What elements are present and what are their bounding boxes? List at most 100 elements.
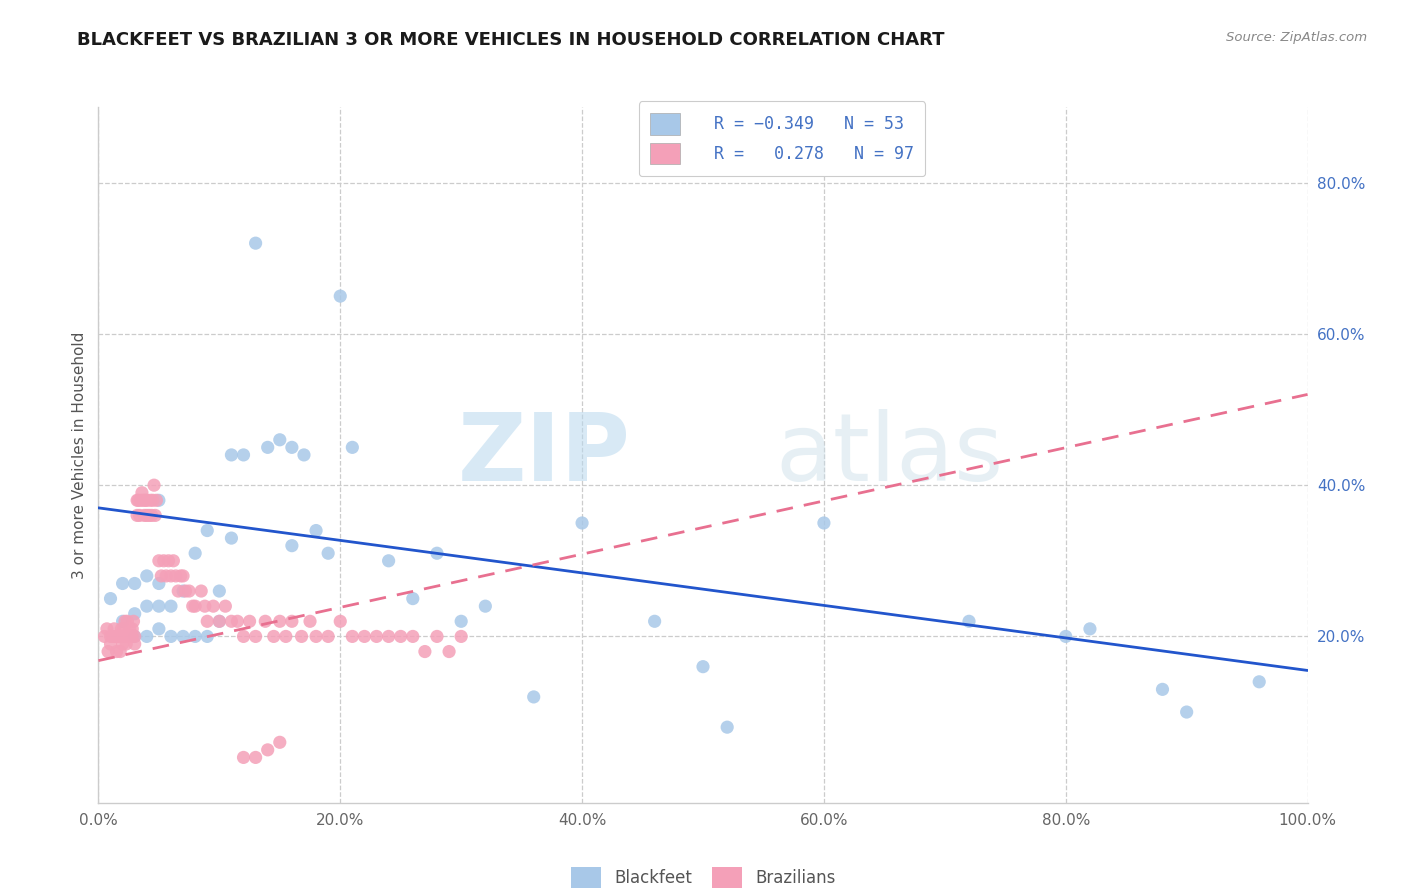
Point xyxy=(110,622,132,636)
Point xyxy=(124,637,146,651)
Point xyxy=(135,508,157,523)
Point xyxy=(269,615,291,629)
Point xyxy=(115,637,138,651)
Point xyxy=(644,615,666,629)
Point xyxy=(292,448,315,462)
Point xyxy=(523,690,546,704)
Point xyxy=(105,644,128,658)
Point xyxy=(103,622,125,636)
Point xyxy=(138,508,160,523)
Point xyxy=(118,622,141,636)
Point xyxy=(97,644,120,658)
Point xyxy=(148,622,170,636)
Point xyxy=(208,615,231,629)
Point xyxy=(1249,674,1271,689)
Point xyxy=(150,569,173,583)
Point xyxy=(389,629,412,643)
Point xyxy=(117,615,139,629)
Point xyxy=(120,629,142,643)
Point xyxy=(100,629,122,643)
Point xyxy=(184,599,207,614)
Point xyxy=(122,615,145,629)
Point xyxy=(105,629,128,643)
Point xyxy=(172,629,194,643)
Point xyxy=(342,441,364,455)
Point xyxy=(571,516,593,530)
Point xyxy=(256,441,278,455)
Point xyxy=(160,599,183,614)
Point xyxy=(208,584,231,599)
Point xyxy=(128,508,150,523)
Point xyxy=(426,629,449,643)
Point xyxy=(274,629,297,643)
Point xyxy=(155,569,177,583)
Point xyxy=(1152,682,1174,697)
Point xyxy=(160,629,183,643)
Point xyxy=(142,493,165,508)
Point xyxy=(232,750,254,764)
Point xyxy=(474,599,496,614)
Point xyxy=(121,622,143,636)
Point xyxy=(290,629,312,643)
Point xyxy=(141,508,163,523)
Point xyxy=(129,493,152,508)
Point xyxy=(450,615,472,629)
Point xyxy=(111,615,134,629)
Point xyxy=(139,493,162,508)
Text: atlas: atlas xyxy=(776,409,1004,501)
Point xyxy=(692,659,714,673)
Point xyxy=(114,615,136,629)
Point xyxy=(114,629,136,643)
Point xyxy=(232,448,254,462)
Point xyxy=(437,644,460,658)
Point xyxy=(263,629,285,643)
Point xyxy=(402,591,425,606)
Point xyxy=(316,629,339,643)
Point xyxy=(118,629,141,643)
Point xyxy=(202,599,225,614)
Point xyxy=(127,508,149,523)
Point xyxy=(174,584,197,599)
Point xyxy=(167,584,190,599)
Point xyxy=(162,554,184,568)
Point xyxy=(957,615,980,629)
Point xyxy=(127,493,149,508)
Point xyxy=(716,720,738,734)
Point xyxy=(214,599,236,614)
Point xyxy=(100,637,122,651)
Point xyxy=(160,569,183,583)
Point xyxy=(148,554,170,568)
Point xyxy=(184,546,207,560)
Point xyxy=(135,629,157,643)
Point xyxy=(299,615,322,629)
Point xyxy=(132,493,155,508)
Legend: Blackfeet, Brazilians: Blackfeet, Brazilians xyxy=(564,860,842,892)
Point xyxy=(111,629,134,643)
Point xyxy=(377,629,399,643)
Point xyxy=(108,629,131,643)
Point xyxy=(115,629,138,643)
Text: BLACKFEET VS BRAZILIAN 3 OR MORE VEHICLES IN HOUSEHOLD CORRELATION CHART: BLACKFEET VS BRAZILIAN 3 OR MORE VEHICLE… xyxy=(77,31,945,49)
Point xyxy=(316,546,339,560)
Point xyxy=(232,629,254,643)
Point xyxy=(184,629,207,643)
Point xyxy=(221,615,243,629)
Point xyxy=(281,615,304,629)
Point xyxy=(377,554,399,568)
Point xyxy=(245,629,267,643)
Point xyxy=(135,569,157,583)
Point xyxy=(305,524,328,538)
Point xyxy=(450,629,472,643)
Point xyxy=(100,591,122,606)
Point xyxy=(111,576,134,591)
Point xyxy=(124,629,146,643)
Point xyxy=(256,743,278,757)
Point xyxy=(226,615,249,629)
Point xyxy=(143,508,166,523)
Point xyxy=(124,607,146,621)
Text: ZIP: ZIP xyxy=(457,409,630,501)
Point xyxy=(148,493,170,508)
Point xyxy=(413,644,436,658)
Point xyxy=(353,629,375,643)
Point xyxy=(402,629,425,643)
